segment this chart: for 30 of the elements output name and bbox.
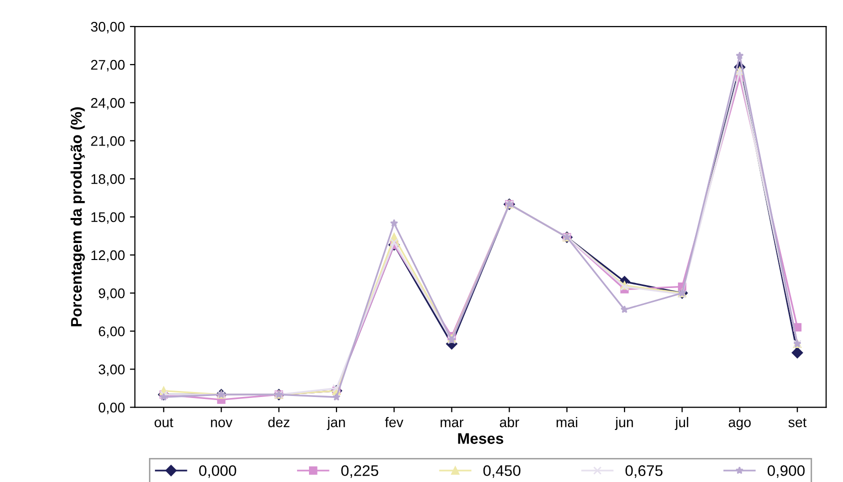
y-tick-label: 18,00 — [91, 174, 125, 186]
legend-label: 0,225 — [341, 465, 378, 478]
legend-label: 0,900 — [768, 465, 805, 478]
y-axis-title: Porcentagem da produção (%) — [70, 107, 85, 326]
y-tick-label: 24,00 — [91, 98, 125, 110]
x-tick-label: abr — [500, 417, 520, 428]
y-tick-label: 9,00 — [98, 288, 125, 300]
x-tick-label: jul — [674, 417, 688, 430]
y-tick-label: 15,00 — [91, 212, 125, 224]
x-axis-title: Meses — [458, 433, 504, 444]
y-tick-label: 12,00 — [91, 250, 125, 262]
y-tick-label: 27,00 — [91, 60, 125, 72]
x-tick-label: mar — [440, 420, 464, 428]
x-tick-label: out — [154, 418, 174, 428]
y-tick-label: 21,00 — [91, 136, 125, 148]
x-tick-label: jan — [326, 417, 345, 430]
y-tick-label: 0,00 — [98, 402, 125, 414]
y-tick-label: 6,00 — [98, 326, 125, 338]
x-tick-label: dez — [268, 417, 290, 428]
legend-label: 0,675 — [626, 465, 662, 478]
x-tick-label: nov — [211, 420, 232, 428]
y-tick-label: 30,00 — [90, 22, 125, 34]
y-tick-label: 3,00 — [98, 364, 125, 376]
x-tick-label: fev — [385, 417, 404, 428]
x-tick-label: jun — [614, 417, 633, 430]
legend-label: 0,000 — [199, 465, 236, 478]
x-tick-label: mai — [556, 417, 578, 428]
x-tick-label: ago — [728, 420, 751, 430]
legend-label: 0,450 — [483, 465, 520, 478]
x-tick-label: set — [788, 418, 806, 428]
